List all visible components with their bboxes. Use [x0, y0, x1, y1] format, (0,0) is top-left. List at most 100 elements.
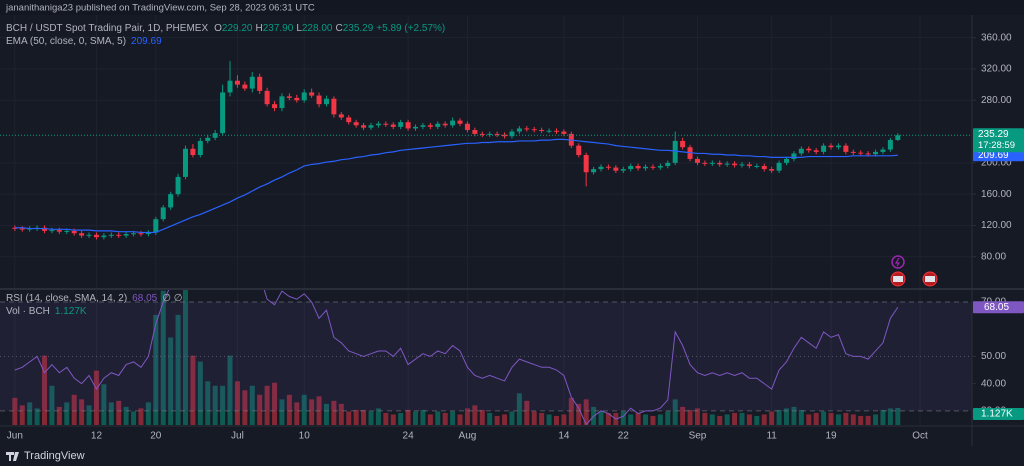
candle-body: [286, 96, 292, 98]
volume-bar: [487, 412, 493, 425]
x-tick-label: 22: [618, 431, 630, 442]
volume-bar: [835, 414, 841, 425]
volume-bar: [464, 408, 470, 425]
candle-body: [843, 145, 849, 152]
candle-body: [442, 123, 448, 126]
volume-bar: [361, 409, 367, 425]
volume-bar: [539, 412, 545, 425]
y-tick-label: 120.00: [981, 220, 1012, 231]
volume-bar: [746, 414, 752, 425]
volume-bar: [398, 412, 404, 425]
candle-body: [383, 123, 389, 125]
ema-price-box: [973, 149, 1024, 162]
volume-bar: [227, 355, 233, 425]
lightning-icon[interactable]: [891, 255, 905, 269]
candle-body: [791, 153, 797, 159]
ema-name: EMA (50, close, 0, SMA, 5): [6, 36, 126, 47]
candle-body: [665, 162, 671, 166]
y-tick-label: 360.00: [981, 32, 1012, 43]
candle-body: [598, 166, 604, 170]
volume-bar: [553, 415, 559, 425]
candle-body: [242, 84, 248, 89]
volume-bar: [628, 414, 634, 425]
candle-body: [643, 166, 649, 169]
volume-bar: [887, 408, 893, 425]
candle-body: [390, 124, 396, 127]
candle-body: [613, 167, 619, 171]
y-tick-label: 50.00: [981, 351, 1006, 362]
x-tick-label: Aug: [459, 431, 477, 442]
candle-body: [873, 151, 879, 155]
volume-bar: [309, 399, 315, 425]
candle-body: [323, 98, 329, 105]
volume-bar: [561, 414, 567, 425]
candle-body: [828, 145, 834, 148]
countdown-label: 17:28:59: [978, 140, 1015, 151]
volume-bar: [776, 409, 782, 425]
volume-bar: [650, 415, 656, 425]
volume-value-box: [973, 408, 1024, 421]
candle-body: [264, 90, 270, 105]
volume-bar: [702, 412, 708, 425]
candle-body: [249, 76, 255, 89]
candle-body: [835, 145, 841, 148]
candle-body: [472, 129, 478, 134]
rsi-legend: RSI (14, close, SMA, 14, 2) 68.05 ∅ ∅: [6, 293, 182, 304]
volume-bar: [346, 411, 352, 425]
volume-legend: Vol · BCH 1.127K: [6, 306, 87, 317]
candle-body: [108, 234, 114, 236]
ema-line: [14, 138, 898, 234]
candle-body: [413, 126, 419, 129]
candle-body: [553, 130, 559, 132]
rsi-value-box: [973, 301, 1024, 314]
volume-bar: [806, 414, 812, 425]
volume-bar: [509, 411, 515, 425]
ohlc-value: 228.00: [302, 23, 333, 34]
price-pane: [0, 61, 972, 240]
candle-body: [175, 176, 181, 195]
ema-legend: EMA (50, close, 0, SMA, 5) 209.69: [6, 36, 162, 47]
x-tick-label: 14: [558, 431, 570, 442]
candle-body: [138, 233, 144, 235]
volume-bar: [279, 399, 285, 425]
x-tick-label: Oct: [912, 431, 928, 442]
y-tick-label: 200.00: [981, 157, 1012, 168]
volume-bar: [442, 412, 448, 425]
volume-bar: [71, 394, 77, 425]
logo-mark: [6, 452, 19, 461]
candle-body: [346, 117, 352, 123]
candle-body: [531, 129, 537, 131]
volume-bar: [331, 400, 337, 425]
candle-body: [694, 158, 700, 163]
volume-bar: [865, 415, 871, 425]
candle-body: [539, 129, 545, 131]
volume-bar: [175, 314, 181, 425]
candle-body: [405, 122, 411, 129]
volume-bar: [769, 411, 775, 425]
volume-bar: [390, 414, 396, 425]
volume-bar: [86, 405, 92, 425]
candle-body: [131, 233, 137, 235]
volume-bar: [383, 412, 389, 425]
candle-body: [479, 133, 485, 135]
flag-glyph: [925, 276, 935, 282]
candle-body: [19, 228, 25, 230]
rsi-extra: ∅ ∅: [162, 293, 182, 304]
volume-bar: [546, 414, 552, 425]
candle-body: [182, 148, 188, 177]
candle-body: [754, 165, 760, 167]
volume-bar: [56, 406, 62, 425]
volume-bar: [190, 355, 196, 425]
candle-body: [153, 219, 159, 233]
x-tick-label: 24: [403, 431, 415, 442]
candle-body: [850, 151, 856, 153]
candle-body: [709, 162, 715, 164]
candle-body: [361, 125, 367, 128]
candle-body: [895, 135, 901, 141]
x-tick-label: Jun: [7, 431, 23, 442]
candle-body: [776, 162, 782, 171]
candle-body: [257, 76, 263, 91]
volume-bar: [42, 355, 48, 425]
volume-bar: [457, 414, 463, 425]
candle-body: [64, 230, 70, 232]
